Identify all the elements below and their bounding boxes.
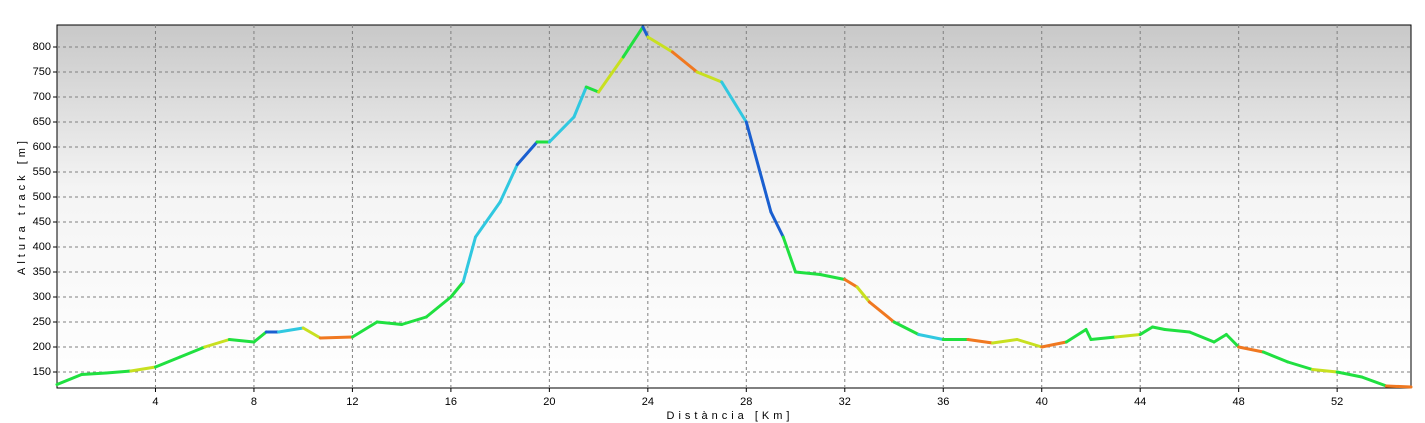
track-segment: [498, 163, 519, 204]
track-segment: [646, 35, 674, 54]
track-segment: [1163, 328, 1191, 334]
y-tick-label: 150: [33, 366, 51, 378]
track-segment: [301, 326, 322, 340]
x-tick-label: 44: [1134, 396, 1146, 408]
track-segment: [855, 285, 871, 304]
y-tick-label: 550: [33, 166, 51, 178]
track-segment: [1212, 333, 1228, 344]
track-segment: [892, 320, 921, 336]
y-tick-label: 650: [33, 116, 51, 128]
track-segment: [104, 369, 133, 375]
track-segment: [744, 120, 773, 214]
track-segment: [153, 355, 182, 369]
y-tick-label: 300: [33, 291, 51, 303]
y-tick-label: 350: [33, 266, 51, 278]
y-tick-label: 200: [33, 341, 51, 353]
track-segment: [1360, 375, 1388, 388]
x-tick-label: 40: [1036, 396, 1048, 408]
track-segment: [1114, 333, 1142, 339]
y-tick-label: 600: [33, 141, 51, 153]
track-segment: [917, 333, 945, 341]
track-segment: [641, 25, 650, 39]
track-segment: [843, 278, 859, 289]
track-segment: [252, 330, 268, 344]
track-segment: [424, 295, 453, 319]
track-segment: [350, 320, 379, 339]
track-segment: [80, 371, 108, 376]
y-tick-label: 450: [33, 216, 51, 228]
track-segment: [1187, 330, 1216, 344]
track-segment: [55, 373, 84, 386]
y-tick-label: 400: [33, 241, 51, 253]
x-tick-label: 20: [543, 396, 555, 408]
x-tick-label: 28: [740, 396, 752, 408]
track-segment: [867, 300, 896, 324]
x-tick-label: 52: [1331, 396, 1343, 408]
x-tick-label: 32: [839, 396, 851, 408]
track-segment: [178, 345, 207, 359]
track-segment: [400, 315, 428, 326]
y-tick-label: 800: [33, 41, 51, 53]
track-segment: [1286, 360, 1315, 371]
track-segment: [227, 338, 256, 344]
track-segment: [990, 338, 1019, 345]
track-segment: [1311, 368, 1339, 374]
track-segment: [277, 326, 305, 334]
y-tick-label: 700: [33, 91, 51, 103]
track-segment: [1151, 325, 1167, 331]
track-segment: [597, 55, 625, 94]
track-segment: [129, 365, 157, 373]
plot-area: [56, 24, 1412, 389]
track-segment: [621, 25, 645, 59]
track-segment: [1089, 335, 1118, 341]
y-tick-label: 750: [33, 66, 51, 78]
track-segment: [1335, 370, 1364, 379]
track-segment: [794, 270, 822, 276]
y-axis-title: Altura track [m]: [16, 137, 28, 275]
track-segment: [1261, 350, 1290, 364]
track-segment: [1040, 340, 1068, 349]
track-segment: [818, 273, 847, 281]
y-tick-label: 500: [33, 191, 51, 203]
x-tick-label: 16: [445, 396, 457, 408]
track-segment: [572, 85, 588, 119]
track-segment: [670, 50, 699, 74]
track-segment: [1138, 325, 1155, 336]
track-segment: [375, 320, 404, 326]
x-tick-label: 8: [251, 396, 257, 408]
track-segment: [720, 80, 748, 124]
track-segment: [474, 200, 502, 239]
x-tick-label: 12: [346, 396, 358, 408]
x-axis-title: Distància [Km]: [667, 410, 794, 422]
track-segment: [1237, 345, 1265, 354]
x-tick-label: 48: [1233, 396, 1245, 408]
track-segment: [318, 335, 354, 340]
x-tick-label: 24: [642, 396, 654, 408]
track-segment: [781, 235, 798, 274]
y-tick-label: 250: [33, 316, 51, 328]
track-segment: [1224, 333, 1241, 349]
track-segment: [547, 115, 576, 144]
track-segment: [1064, 328, 1088, 344]
track-segment: [1384, 384, 1413, 389]
track-segment: [1015, 338, 1044, 349]
track-segment: [203, 338, 231, 349]
track-segment: [1084, 328, 1093, 341]
track-segment: [461, 235, 478, 284]
track-segment: [515, 140, 539, 166]
track-segment: [769, 210, 785, 239]
x-tick-label: 36: [937, 396, 949, 408]
x-tick-label: 4: [152, 396, 158, 408]
track-segment: [449, 280, 465, 299]
track-segment: [695, 70, 724, 84]
track-segment: [584, 85, 601, 94]
track-segment: [966, 338, 994, 345]
